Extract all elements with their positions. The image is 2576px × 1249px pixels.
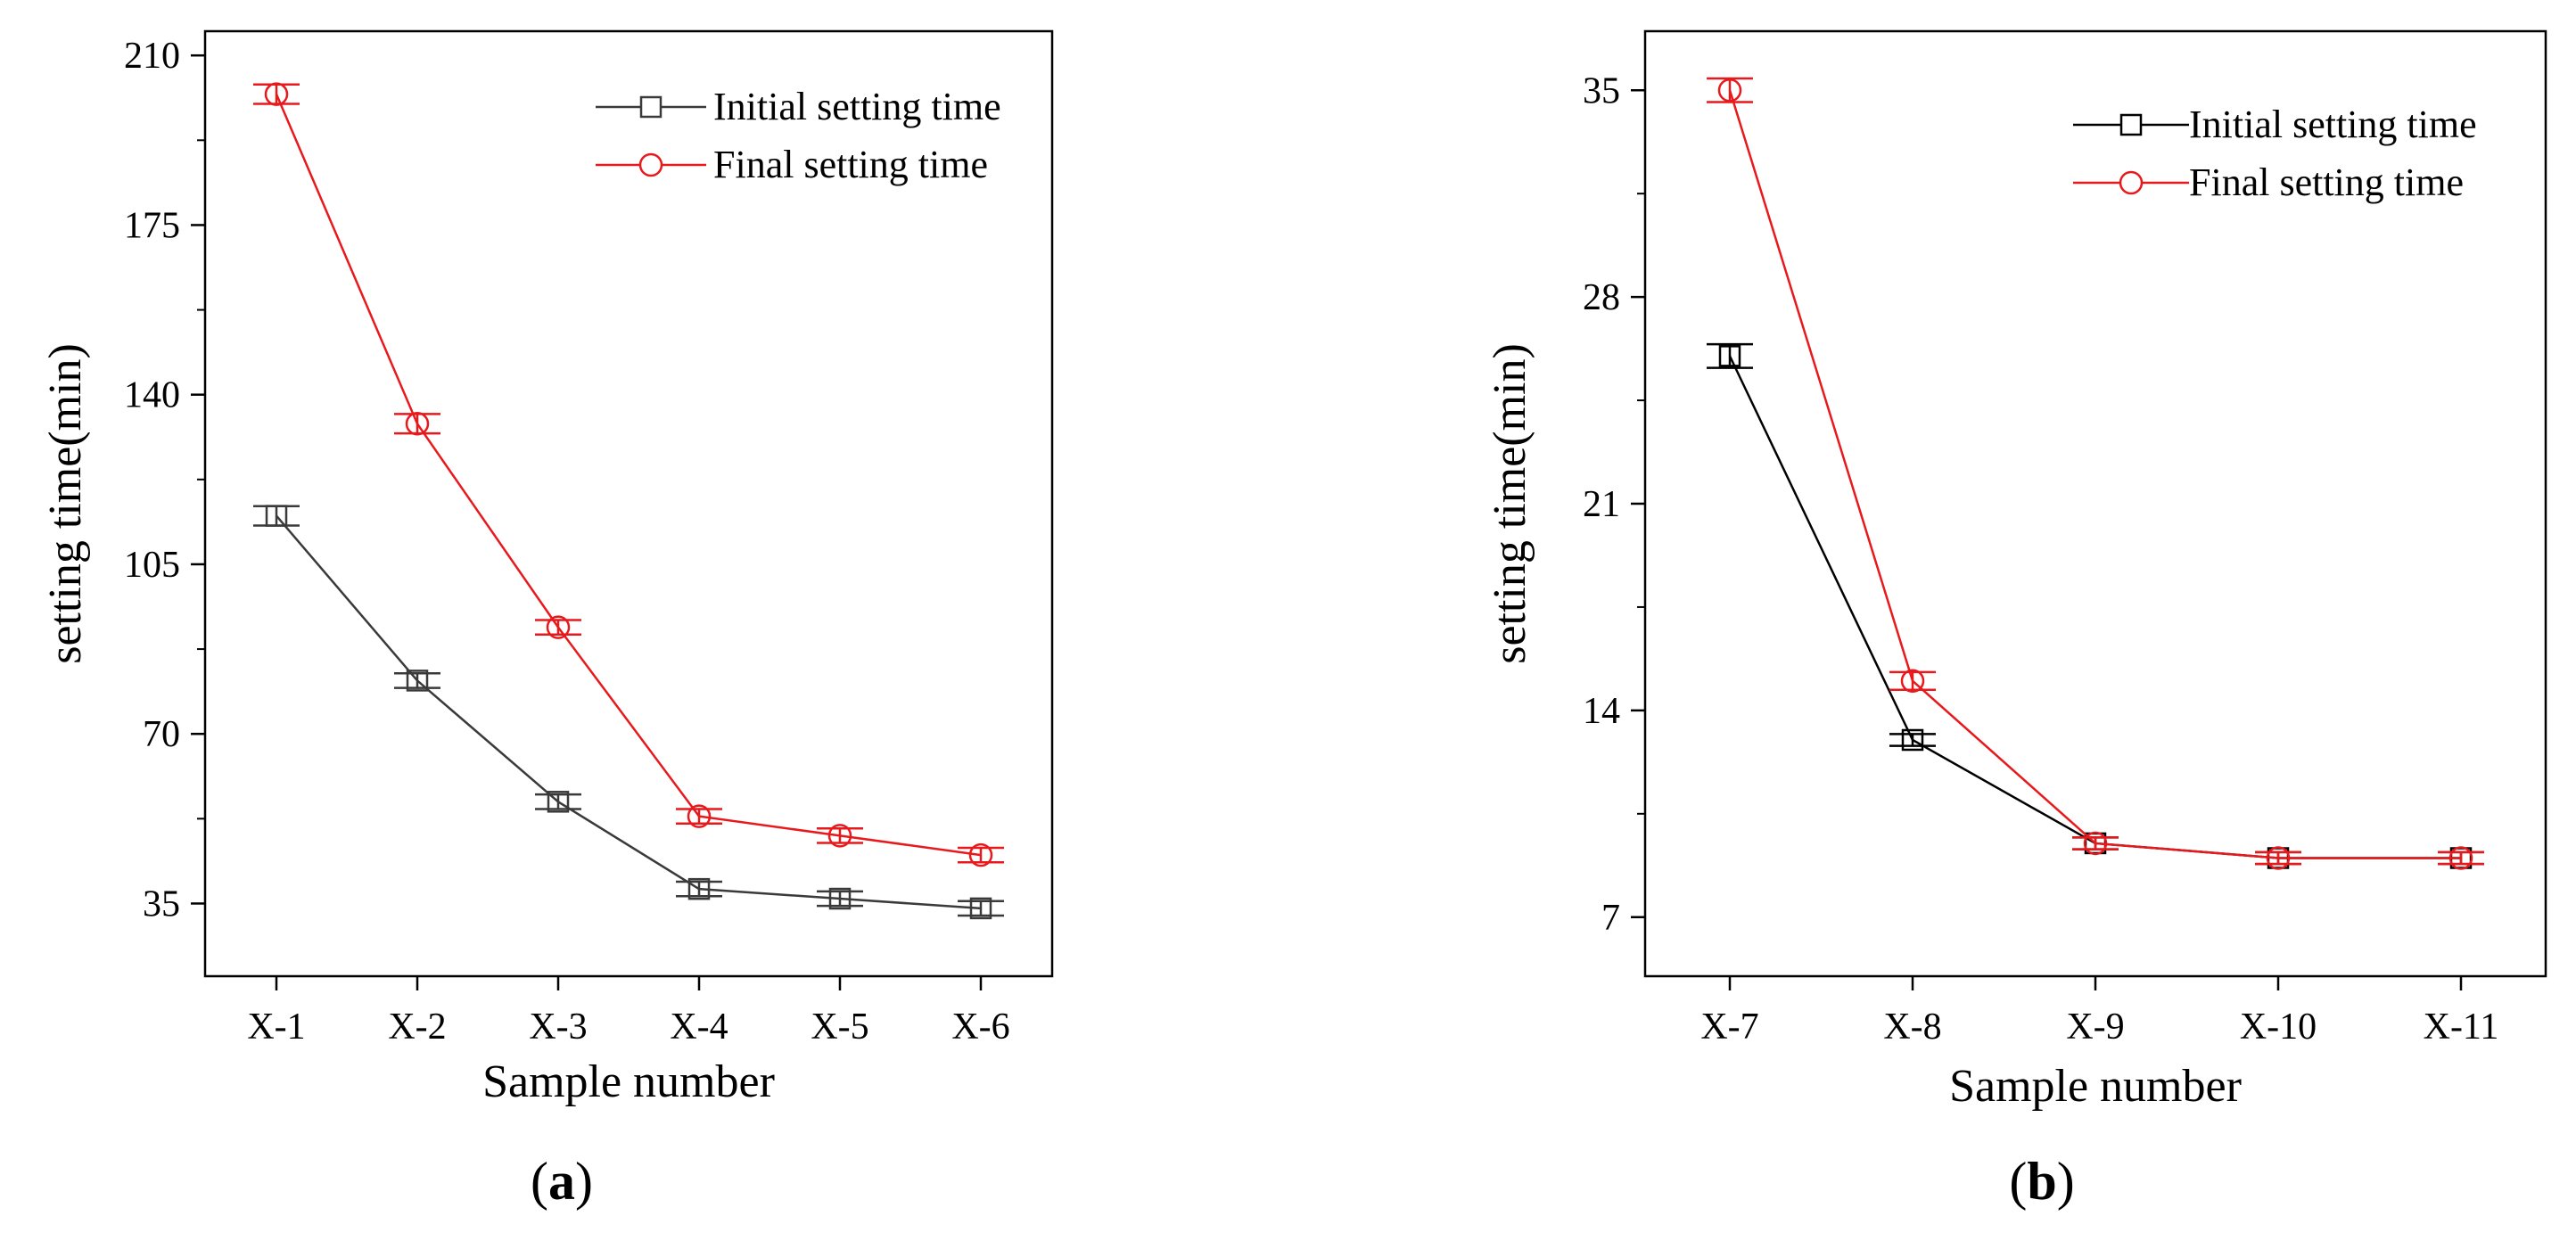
data-point-circle [2266,846,2291,870]
data-point-square [687,877,711,900]
panel-paren-close: ) [2057,1152,2075,1211]
y-tick-label: 35 [143,883,180,924]
x-tick-label: X-9 [2066,1007,2124,1048]
data-point-square [1718,345,1741,367]
legend-marker-circle [2119,170,2144,195]
data-point-square [265,505,288,527]
x-tick-label: X-10 [2240,1007,2317,1048]
panel-paren-open: ( [2009,1152,2027,1211]
x-axis-label: Sample number [1949,1061,2242,1112]
data-point-circle [1900,669,1925,693]
plot-frame [203,29,1054,978]
x-tick-label: X-4 [670,1007,728,1048]
data-point-square [547,791,570,813]
x-tick-label: X-2 [388,1007,446,1048]
x-tick-label: X-1 [247,1007,305,1048]
data-point-square [406,670,429,692]
x-tick-label: X-5 [811,1007,868,1048]
data-point-circle [2083,831,2108,856]
legend-label: Final setting time [2189,160,2464,204]
data-point-circle [968,842,993,867]
panel-a: 35 70 105 140 175 210 X-1 X-2 X-3 X-4 X-5 X-6 Sample… [40,29,1054,1211]
data-point-square [969,897,992,920]
y-tick-label: 175 [124,205,180,246]
panel-label: (a) [531,1152,593,1211]
data-point-circle [687,804,712,828]
y-tick-label: 105 [124,545,180,586]
panel-paren-open: ( [531,1152,548,1211]
y-tick-label: 70 [143,714,180,755]
x-tick-label: X-3 [529,1007,587,1048]
legend-label: Initial setting time [2189,103,2477,146]
data-point-square [1901,728,1924,752]
panel-letter: b [2027,1152,2056,1211]
y-tick-label: 21 [1583,484,1620,525]
y-tick-label: 7 [1601,898,1620,939]
data-point-circle [2448,846,2473,870]
series-line-1 [1728,89,2461,859]
y-tick-label: 28 [1583,277,1620,318]
panel-b: 7 14 21 28 35 X-7 X-8 X-9 X-10 X-11 Sample number s… [1485,29,2547,1211]
legend-label: Initial setting time [713,85,1001,128]
y-axis-label: setting time(min) [40,343,91,664]
y-tick-label: 35 [1583,70,1620,111]
data-point-circle [827,824,852,848]
panel-letter: a [548,1152,575,1211]
series-line-0 [1728,355,2461,859]
x-tick-label: X-11 [2424,1007,2499,1048]
legend-marker-circle [638,152,663,177]
data-point-square [828,887,852,910]
legend-label: Final setting time [713,143,988,186]
legend-marker-square [2119,113,2143,136]
legend-marker-square [639,95,663,119]
x-tick-label: X-8 [1883,1007,1941,1048]
y-tick-label: 14 [1583,691,1620,732]
panel-paren-close: ) [575,1152,593,1211]
data-point-circle [546,615,571,639]
y-axis-label: setting time(min) [1485,343,1535,664]
series-line-1 [275,94,982,857]
x-axis-label: Sample number [482,1056,775,1107]
data-point-circle [405,412,430,436]
data-point-circle [264,82,289,106]
panel-label: (b) [2009,1152,2074,1211]
x-tick-label: X-6 [951,1007,1009,1048]
data-point-circle [1717,78,1742,103]
series-line-0 [276,514,982,910]
y-tick-label: 140 [124,375,180,416]
y-tick-label: 210 [124,36,180,77]
x-tick-label: X-7 [1700,1007,1758,1048]
